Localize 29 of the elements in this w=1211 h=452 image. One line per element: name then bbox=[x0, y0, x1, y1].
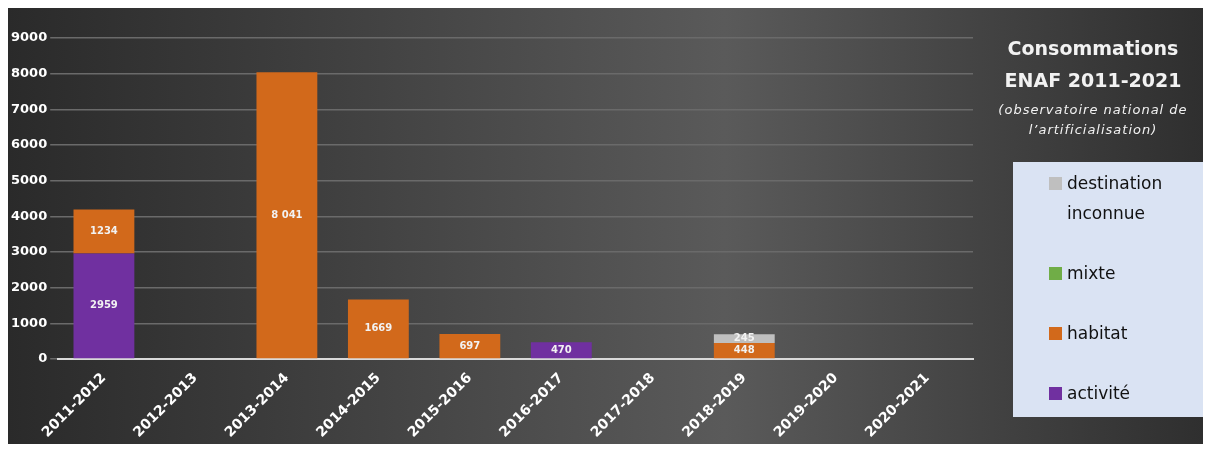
legend-label: destination inconnue bbox=[1067, 172, 1164, 225]
legend-label: habitat bbox=[1067, 322, 1128, 345]
text: Consommations ENAF 2011-2021 bbox=[1003, 36, 1183, 93]
bar bbox=[73, 253, 135, 359]
y-tick-label: 7000 bbox=[10, 100, 48, 116]
data-label: 245 bbox=[733, 332, 755, 344]
y-tick-label: 5000 bbox=[10, 172, 48, 187]
bar bbox=[347, 299, 409, 359]
bar bbox=[256, 72, 318, 359]
data-label: 697 bbox=[459, 339, 481, 351]
data-label: 1234 bbox=[90, 224, 118, 236]
data-label: 2959 bbox=[90, 299, 118, 311]
data-label: 448 bbox=[733, 344, 755, 356]
y-tick-label: 8000 bbox=[10, 65, 48, 81]
text: (observatoire national de l’artificialisation) bbox=[997, 101, 1189, 139]
y-tick-label: 0 bbox=[38, 350, 48, 366]
legend-label: mixte bbox=[1067, 262, 1116, 285]
y-tick-label: 4000 bbox=[10, 207, 48, 223]
bar bbox=[439, 334, 501, 359]
data-label: 8 041 bbox=[271, 208, 303, 220]
data-label: 1669 bbox=[364, 322, 393, 334]
y-tick-label: 1000 bbox=[10, 314, 48, 330]
y-tick-label: 2000 bbox=[10, 278, 48, 294]
data-label: 470 bbox=[550, 343, 572, 355]
y-tick-label: 9000 bbox=[10, 29, 48, 45]
y-tick-label: 3000 bbox=[10, 243, 48, 259]
bar bbox=[73, 209, 135, 254]
y-tick-label: 6000 bbox=[10, 136, 48, 152]
legend-label: activité bbox=[1067, 382, 1131, 405]
